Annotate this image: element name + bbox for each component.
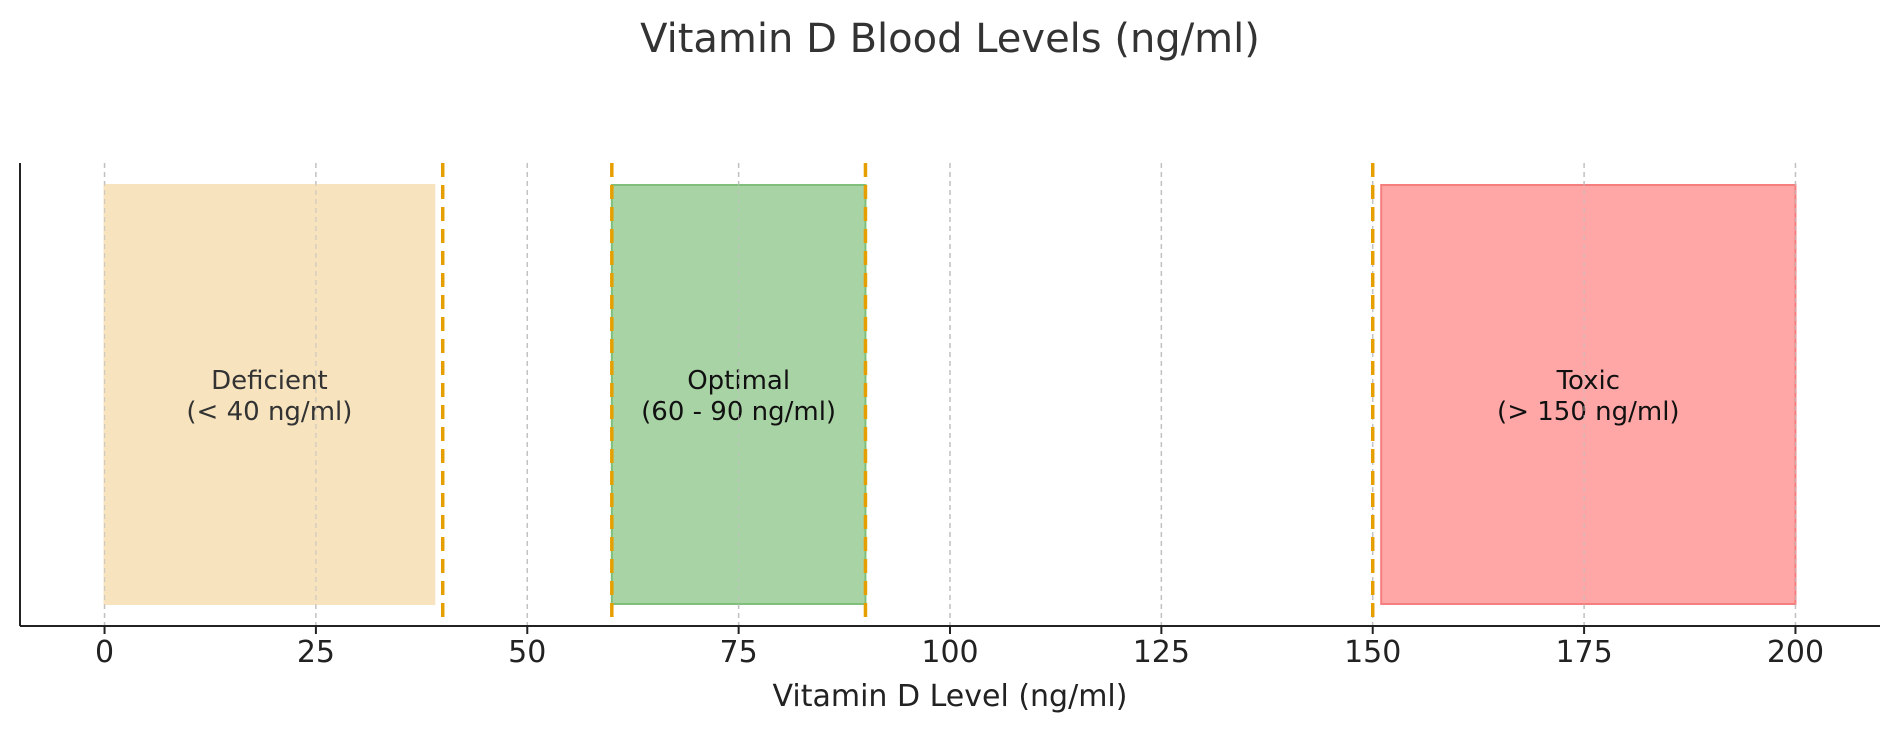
chart-title: Vitamin D Blood Levels (ng/ml) [640, 16, 1260, 62]
range-label-toxic: Toxic [1556, 366, 1620, 396]
x-tick-label-2: 50 [508, 635, 546, 670]
x-tick-label-8: 200 [1767, 635, 1824, 670]
range-sublabel-deficient: (< 40 ng/ml) [186, 397, 352, 427]
x-tick-label-0: 0 [95, 635, 114, 670]
x-axis-label: Vitamin D Level (ng/ml) [773, 679, 1128, 714]
x-ticks: 0 25 50 75 100 125 150 175 200 [95, 626, 1824, 670]
range-rect-deficient [103, 184, 436, 605]
range-rect-toxic [1380, 184, 1797, 605]
threshold-lines [440, 163, 1375, 626]
x-tick-label-6: 150 [1344, 635, 1401, 670]
range-sublabel-toxic: (> 150 ng/ml) [1497, 397, 1680, 427]
x-tick-label-4: 100 [921, 635, 978, 670]
x-tick-label-7: 175 [1555, 635, 1612, 670]
range-label-deficient: Deficient [211, 366, 328, 396]
range-band-deficient: Deficient(< 40 ng/ml) [103, 184, 436, 605]
x-tick-label-5: 125 [1133, 635, 1190, 670]
x-tick-label-3: 75 [720, 635, 758, 670]
x-tick-label-1: 25 [297, 635, 335, 670]
range-band-toxic: Toxic(> 150 ng/ml) [1380, 184, 1797, 605]
range-bands: Deficient(< 40 ng/ml)Optimal(60 - 90 ng/… [103, 163, 1797, 626]
